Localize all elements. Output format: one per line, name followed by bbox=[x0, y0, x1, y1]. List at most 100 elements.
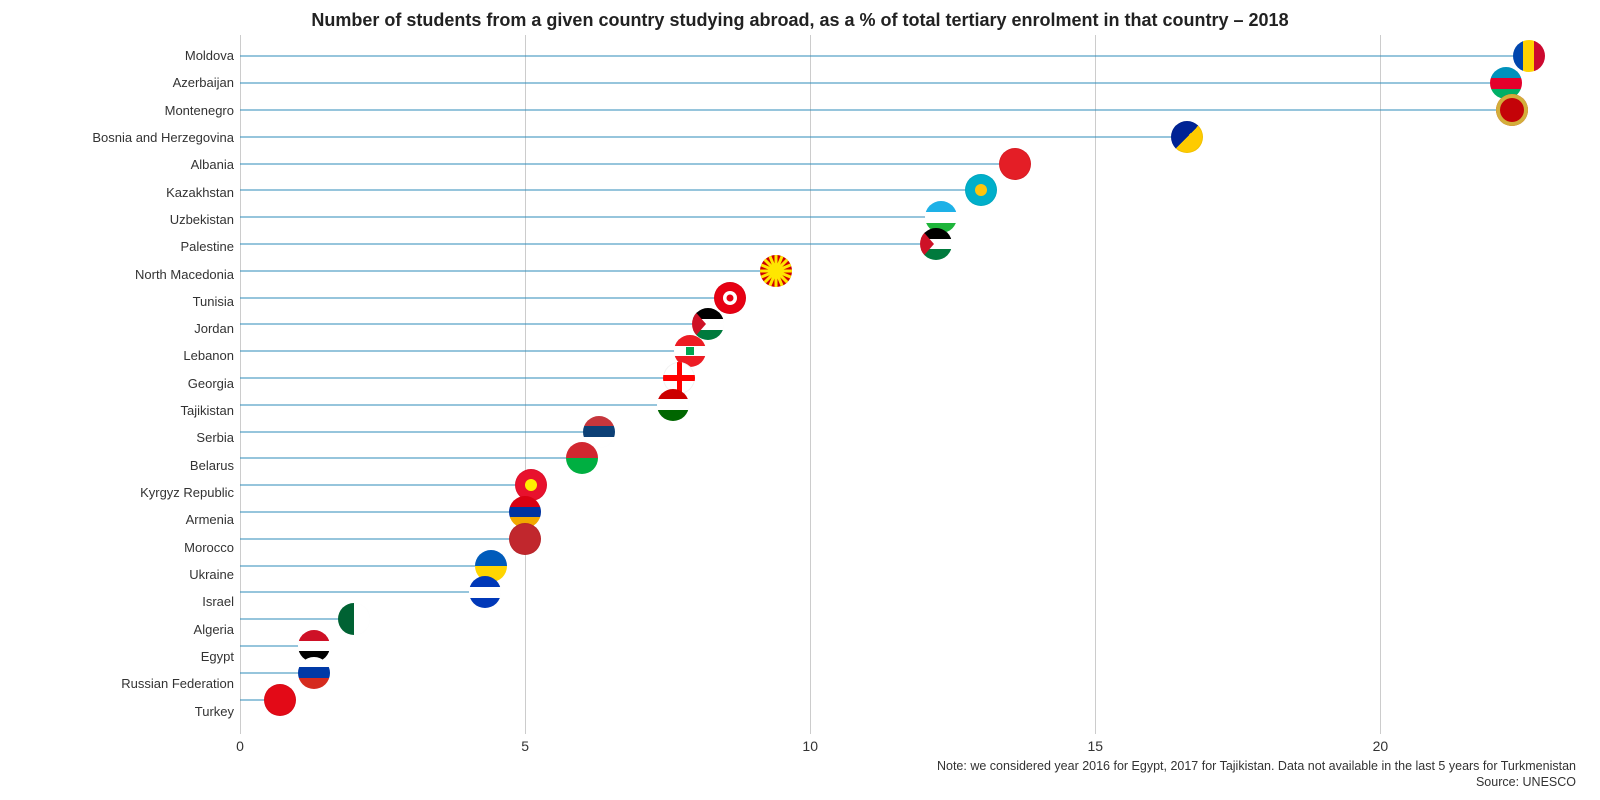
plot-area: MoldovaAzerbaijanMontenegroBosnia and He… bbox=[20, 35, 1580, 734]
flag-marker bbox=[338, 603, 370, 635]
x-axis: 05101520 bbox=[240, 734, 1580, 758]
data-row bbox=[240, 43, 1580, 70]
lollipop-stem bbox=[240, 217, 941, 218]
y-label: Georgia bbox=[20, 371, 234, 398]
source-text: Source: UNESCO bbox=[20, 774, 1576, 790]
flag-marker bbox=[264, 684, 296, 716]
y-axis-labels: MoldovaAzerbaijanMontenegroBosnia and He… bbox=[20, 35, 240, 734]
data-row bbox=[240, 552, 1580, 579]
y-label: Russian Federation bbox=[20, 671, 234, 698]
x-tick: 10 bbox=[802, 738, 818, 754]
data-row bbox=[240, 499, 1580, 526]
data-row bbox=[240, 418, 1580, 445]
data-row bbox=[240, 70, 1580, 97]
y-label: Tajikistan bbox=[20, 398, 234, 425]
lollipop-stem bbox=[240, 592, 485, 593]
flag-marker bbox=[760, 255, 792, 287]
x-tick: 20 bbox=[1373, 738, 1389, 754]
x-tick: 0 bbox=[236, 738, 244, 754]
y-label: Tunisia bbox=[20, 289, 234, 316]
data-row bbox=[240, 311, 1580, 338]
lollipop-stem bbox=[240, 109, 1512, 110]
y-label: Turkey bbox=[20, 699, 234, 726]
y-label: Montenegro bbox=[20, 98, 234, 125]
data-row bbox=[240, 177, 1580, 204]
y-label: Palestine bbox=[20, 234, 234, 261]
footnote-text: Note: we considered year 2016 for Egypt,… bbox=[20, 758, 1576, 774]
rows bbox=[240, 43, 1580, 726]
flag-marker bbox=[1496, 94, 1528, 126]
lollipop-stem bbox=[240, 190, 981, 191]
lollipop-stem bbox=[240, 56, 1529, 57]
lollipop-stem bbox=[240, 431, 599, 432]
lollipop-stem bbox=[240, 83, 1506, 84]
flag-marker bbox=[920, 228, 952, 260]
data-row bbox=[240, 257, 1580, 284]
y-label: Morocco bbox=[20, 535, 234, 562]
plot bbox=[240, 35, 1580, 734]
x-tick: 15 bbox=[1088, 738, 1104, 754]
y-label: Azerbaijan bbox=[20, 70, 234, 97]
data-row bbox=[240, 472, 1580, 499]
data-row bbox=[240, 231, 1580, 258]
lollipop-stem bbox=[240, 351, 690, 352]
data-row bbox=[240, 391, 1580, 418]
lollipop-stem bbox=[240, 458, 582, 459]
x-tick: 5 bbox=[521, 738, 529, 754]
y-label: Kyrgyz Republic bbox=[20, 480, 234, 507]
lollipop-stem bbox=[240, 324, 708, 325]
chart-container: Number of students from a given country … bbox=[0, 0, 1600, 800]
data-row bbox=[240, 204, 1580, 231]
flag-marker bbox=[509, 523, 541, 555]
y-label: Israel bbox=[20, 589, 234, 616]
data-row bbox=[240, 686, 1580, 713]
y-label: Algeria bbox=[20, 617, 234, 644]
y-label: Albania bbox=[20, 152, 234, 179]
lollipop-stem bbox=[240, 511, 525, 512]
y-label: Moldova bbox=[20, 43, 234, 70]
flag-marker bbox=[298, 657, 330, 689]
y-label: Lebanon bbox=[20, 343, 234, 370]
data-row bbox=[240, 525, 1580, 552]
data-row bbox=[240, 365, 1580, 392]
flag-marker bbox=[657, 389, 689, 421]
lollipop-stem bbox=[240, 377, 679, 378]
y-label: Egypt bbox=[20, 644, 234, 671]
flag-marker bbox=[469, 576, 501, 608]
data-row bbox=[240, 97, 1580, 124]
lollipop-stem bbox=[240, 163, 1015, 164]
flag-marker bbox=[566, 442, 598, 474]
lollipop-stem bbox=[240, 136, 1187, 137]
y-label: Belarus bbox=[20, 453, 234, 480]
footnotes: Note: we considered year 2016 for Egypt,… bbox=[20, 758, 1580, 791]
lollipop-stem bbox=[240, 270, 776, 271]
flag-marker bbox=[965, 174, 997, 206]
data-row bbox=[240, 284, 1580, 311]
lollipop-stem bbox=[240, 404, 673, 405]
y-label: Jordan bbox=[20, 316, 234, 343]
lollipop-stem bbox=[240, 297, 730, 298]
lollipop-stem bbox=[240, 485, 531, 486]
data-row bbox=[240, 123, 1580, 150]
y-label: Armenia bbox=[20, 507, 234, 534]
flag-marker bbox=[1171, 121, 1203, 153]
lollipop-stem bbox=[240, 243, 936, 244]
data-row bbox=[240, 338, 1580, 365]
lollipop-stem bbox=[240, 538, 525, 539]
data-row bbox=[240, 150, 1580, 177]
lollipop-stem bbox=[240, 619, 354, 620]
lollipop-stem bbox=[240, 565, 491, 566]
flag-marker bbox=[999, 148, 1031, 180]
y-label: North Macedonia bbox=[20, 262, 234, 289]
data-row bbox=[240, 659, 1580, 686]
data-row bbox=[240, 445, 1580, 472]
y-label: Ukraine bbox=[20, 562, 234, 589]
y-label: Uzbekistan bbox=[20, 207, 234, 234]
y-label: Serbia bbox=[20, 425, 234, 452]
y-label: Kazakhstan bbox=[20, 180, 234, 207]
chart-title: Number of students from a given country … bbox=[20, 10, 1580, 31]
data-row bbox=[240, 633, 1580, 660]
data-row bbox=[240, 579, 1580, 606]
y-label: Bosnia and Herzegovina bbox=[20, 125, 234, 152]
data-row bbox=[240, 606, 1580, 633]
